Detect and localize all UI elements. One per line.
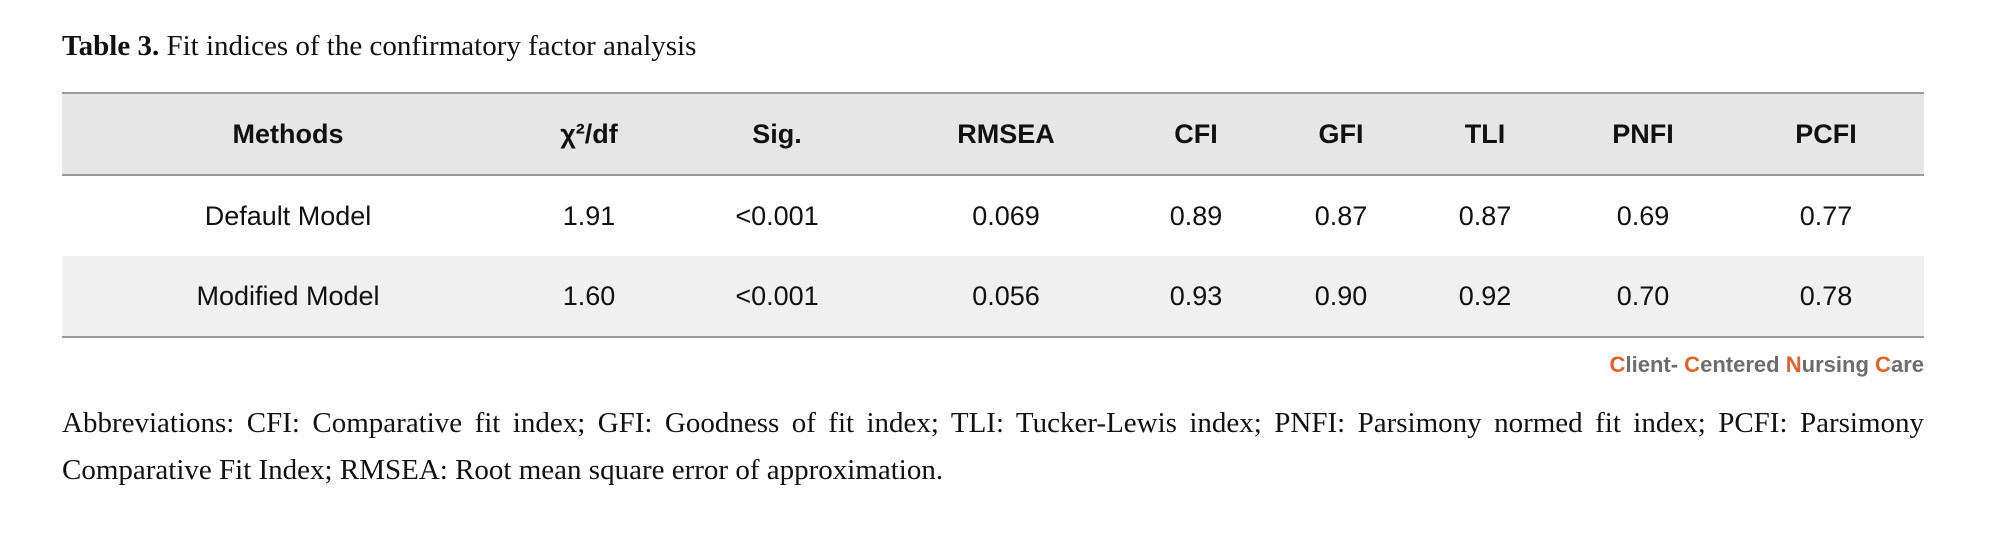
column-header: Sig. xyxy=(752,118,802,149)
table-caption: Table 3. Fit indices of the confirmatory… xyxy=(62,30,696,63)
table-cell: 0.78 xyxy=(1799,280,1853,311)
column-header: χ²/df xyxy=(560,118,618,149)
header-row: Methods χ²/df Sig. RMSEA CFI GFI TLI PNFI PCFI xyxy=(62,93,1924,175)
abbreviations-note: Abbreviations: CFI: Comparative fit inde… xyxy=(62,407,1924,486)
table-cell: 0.93 xyxy=(1169,280,1223,311)
column-header: PNFI xyxy=(1612,118,1674,149)
column-header: TLI xyxy=(1464,118,1506,149)
journal-brand: Client- Centered Nursing Care xyxy=(1609,352,1924,377)
table-head: Methods χ²/df Sig. RMSEA CFI GFI TLI PNFI PCFI xyxy=(62,93,1924,175)
column-header: CFI xyxy=(1174,118,1218,149)
table-body: Default Model 1.91 <0.001 0.069 0.89 0.87 0.87… xyxy=(62,175,1924,337)
table-cell: 0.69 xyxy=(1616,200,1670,231)
table-cell: <0.001 xyxy=(735,200,819,231)
table-cell: 0.92 xyxy=(1458,280,1512,311)
table-cell: 0.90 xyxy=(1314,280,1368,311)
table-cell: 0.77 xyxy=(1799,200,1853,231)
table-cell: 1.91 xyxy=(562,200,616,231)
table-cell: 0.87 xyxy=(1314,200,1368,231)
column-header: GFI xyxy=(1318,118,1364,149)
table-cell: Modified Model xyxy=(196,280,380,311)
table-cell: 1.60 xyxy=(562,280,616,311)
caption-label: Table 3. xyxy=(62,30,160,62)
column-header: PCFI xyxy=(1795,118,1857,149)
table-cell: 0.87 xyxy=(1458,200,1512,231)
table-row: Modified Model 1.60 <0.001 0.056 0.93 0.90 0.9… xyxy=(62,256,1924,337)
table-cell: 0.89 xyxy=(1169,200,1223,231)
caption-text: Fit indices of the confirmatory factor a… xyxy=(166,30,697,62)
fit-table: Methods χ²/df Sig. RMSEA CFI GFI TLI PNFI PCFI D… xyxy=(62,92,1924,338)
column-header: RMSEA xyxy=(957,118,1055,149)
table-cell: 0.069 xyxy=(972,200,1040,231)
table-cell: 0.056 xyxy=(972,280,1040,311)
table-cell: Default Model xyxy=(204,200,372,231)
table-row: Default Model 1.91 <0.001 0.069 0.89 0.87 0.87… xyxy=(62,175,1924,256)
table-cell: 0.70 xyxy=(1616,280,1670,311)
column-header: Methods xyxy=(232,118,344,149)
table-cell: <0.001 xyxy=(735,280,819,311)
